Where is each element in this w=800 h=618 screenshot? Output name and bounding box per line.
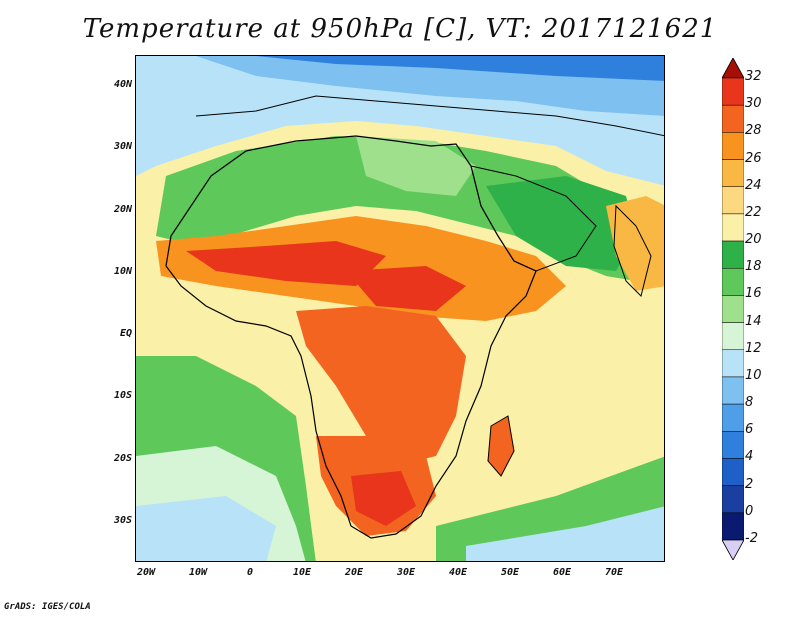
madagascar-shape [487, 415, 515, 477]
arabia-coastline [470, 165, 597, 272]
lat-tick-label: 20N [113, 204, 132, 215]
colorbar-segment [722, 132, 744, 160]
south-indian-cool-zone [466, 506, 664, 561]
india-warm-zone [606, 196, 664, 291]
colorbar-tick-label: 4 [745, 449, 754, 465]
lon-tick-label: 20E [344, 567, 364, 578]
colorbar-tick-label: 6 [745, 422, 754, 438]
europe-coastline [195, 95, 664, 137]
colorbar-segment [722, 349, 744, 378]
lat-tick-label: 20S [113, 453, 132, 464]
lon-tick-label: 60E [552, 567, 572, 578]
lon-tick-label: 10E [292, 567, 312, 578]
central-africa-hot-zone [346, 266, 466, 311]
central-africa-warm-zone [296, 306, 466, 466]
colorbar-segment [722, 186, 744, 215]
lon-tick-label: 0 [246, 567, 254, 578]
colorbar-segment [722, 77, 744, 106]
colorbar [722, 58, 744, 560]
colorbar-tick-label: 30 [745, 96, 762, 112]
colorbar-tick-label: 0 [745, 503, 754, 519]
colorbar-tick-label: -2 [745, 531, 758, 546]
temperature-map [136, 56, 664, 561]
chart-title: Temperature at 950hPa [C], VT: 201712162… [82, 14, 718, 44]
colorbar-segment [722, 213, 744, 242]
colorbar-segment [722, 458, 744, 486]
colorbar-tick-label: 28 [745, 123, 762, 139]
colorbar-segment [722, 512, 744, 541]
lat-tick-label: 30S [113, 515, 132, 526]
lat-tick-label: 40N [113, 79, 132, 90]
lon-tick-label: 20W [136, 567, 156, 578]
arabia-green-zone [486, 176, 636, 271]
colorbar-tick-label: 24 [745, 177, 762, 193]
colorbar-tick-label: 12 [745, 340, 762, 356]
colorbar-segment [722, 295, 744, 323]
colorbar-segment [722, 485, 744, 514]
south-atlantic-cold-zone [136, 496, 276, 561]
kalahari-hot-zone [351, 471, 416, 526]
colorbar-tick-label: 2 [745, 476, 754, 492]
sahara-green-zone [156, 136, 664, 286]
colorbar-tick-label: 16 [745, 286, 762, 302]
colorbar-segment [722, 376, 744, 405]
footer-credit: GrADS: IGES/COLA [4, 602, 91, 612]
colorbar-tick-label: 10 [745, 367, 762, 383]
lon-tick-label: 10W [188, 567, 208, 578]
lon-tick-label: 30E [396, 567, 416, 578]
colorbar-min-arrow [722, 539, 744, 560]
colorbar-tick-label: 32 [745, 69, 762, 84]
colorbar-segment [722, 403, 744, 432]
colorbar-segment [722, 104, 744, 133]
lon-tick-label: 70E [604, 567, 624, 578]
coldest-north-zone [256, 56, 664, 81]
colorbar-tick-label: 22 [745, 204, 762, 220]
india-coastline [613, 204, 652, 297]
lat-tick-label: EQ [119, 328, 132, 339]
colorbar-segment [722, 322, 744, 351]
lat-tick-label: 30N [113, 141, 132, 152]
colorbar-segment [722, 431, 744, 459]
lon-tick-label: 50E [500, 567, 520, 578]
west-africa-hot-zone [186, 241, 386, 286]
africa-coastline [165, 135, 537, 539]
lat-tick-label: 10S [113, 390, 132, 401]
colorbar-tick-label: 18 [745, 259, 762, 275]
colorbar-tick-label: 8 [745, 395, 754, 411]
colorbar-tick-label: 14 [745, 313, 762, 329]
lat-tick-label: 10N [113, 266, 132, 277]
colorbar-segment [722, 267, 744, 296]
colorbar-segment [722, 240, 744, 269]
libya-light-zone [356, 136, 476, 196]
colorbar-tick-label: 20 [745, 232, 762, 248]
colorbar-max-arrow [722, 58, 744, 79]
map-panel [135, 55, 665, 562]
colorbar-segment [722, 159, 744, 187]
colorbar-tick-label: 26 [745, 150, 762, 166]
lon-tick-label: 40E [448, 567, 468, 578]
